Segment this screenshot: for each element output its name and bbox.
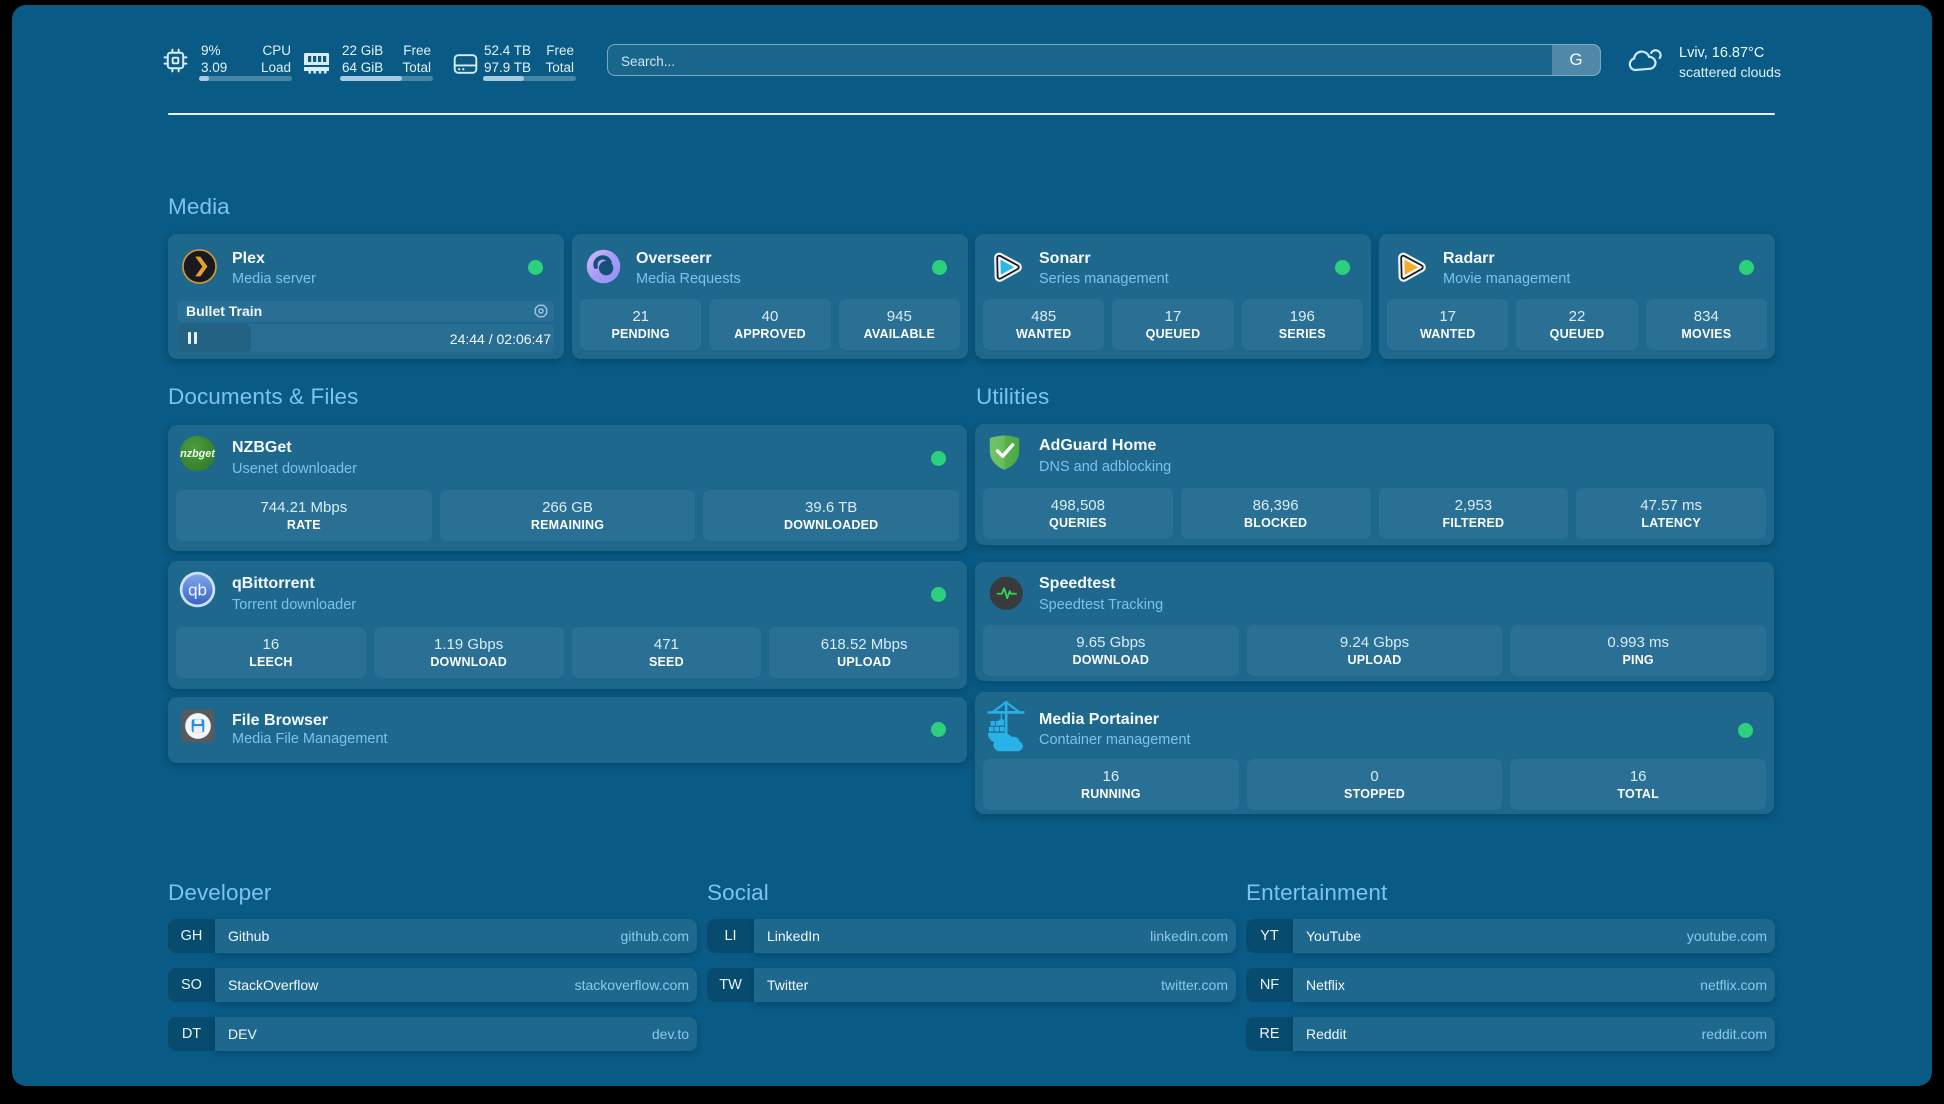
svg-text:nzbget: nzbget [180,448,215,460]
svg-text:qb: qb [188,581,207,600]
